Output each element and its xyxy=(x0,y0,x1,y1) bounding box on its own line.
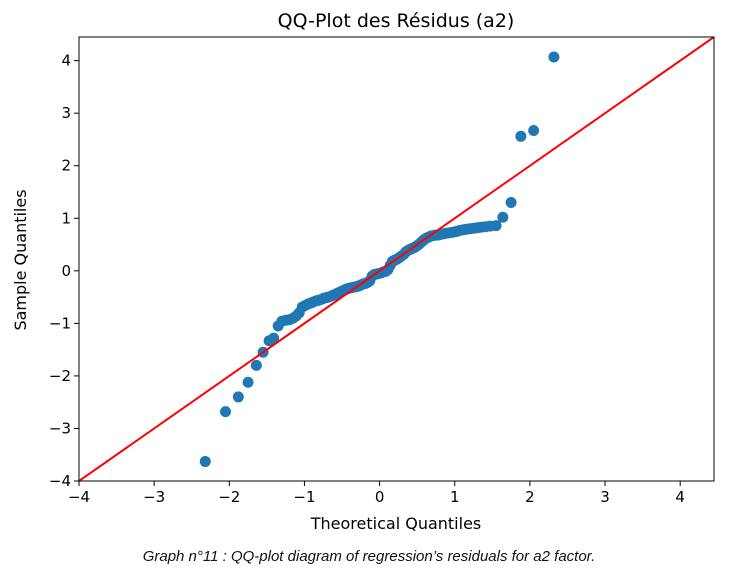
plot-frame xyxy=(78,36,715,482)
x-axis-label: Theoretical Quantiles xyxy=(310,514,482,533)
y-axis-label: Sample Quantiles xyxy=(11,189,30,330)
y-tick-label: 3 xyxy=(61,104,71,122)
y-tick-label: −2 xyxy=(49,367,71,385)
data-point xyxy=(515,130,527,142)
x-tick-label: 2 xyxy=(525,488,535,506)
chart-title: QQ-Plot des Résidus (a2) xyxy=(278,10,515,32)
x-tick-label: −2 xyxy=(218,488,240,506)
qq-plot-chart: QQ-Plot des Résidus (a2) −4 −3 −2 −1 0 1 2 3 4 −… xyxy=(11,10,715,533)
data-point xyxy=(242,376,254,388)
data-point xyxy=(528,125,540,137)
x-tick-label: −4 xyxy=(68,488,90,506)
y-tick-label: 1 xyxy=(61,209,71,227)
x-tick-label: −3 xyxy=(143,488,165,506)
data-point xyxy=(250,359,262,371)
x-axis-ticks: −4 −3 −2 −1 0 1 2 3 4 xyxy=(68,481,685,506)
data-point xyxy=(497,211,509,223)
data-point xyxy=(199,456,211,468)
data-points xyxy=(199,51,560,468)
data-point xyxy=(548,51,560,63)
x-tick-label: 0 xyxy=(375,488,385,506)
reference-line xyxy=(79,37,714,481)
plot-area xyxy=(78,36,715,482)
data-point xyxy=(232,391,244,403)
y-tick-label: −3 xyxy=(49,419,71,437)
y-tick-label: 0 xyxy=(61,262,71,280)
y-tick-label: −1 xyxy=(49,314,71,332)
figure-caption: Graph n°11 : QQ-plot diagram of regressi… xyxy=(142,548,596,565)
data-point xyxy=(490,220,502,232)
y-tick-label: 2 xyxy=(61,157,71,175)
x-tick-label: 4 xyxy=(675,488,685,506)
x-tick-label: −1 xyxy=(293,488,315,506)
x-tick-label: 3 xyxy=(600,488,610,506)
y-tick-label: −4 xyxy=(49,472,71,490)
data-point xyxy=(268,332,280,344)
data-point xyxy=(505,197,517,209)
x-tick-label: 1 xyxy=(450,488,460,506)
y-axis-ticks: −4 −3 −2 −1 0 1 2 3 4 xyxy=(49,52,79,490)
y-tick-label: 4 xyxy=(61,52,71,70)
data-point xyxy=(220,406,232,418)
